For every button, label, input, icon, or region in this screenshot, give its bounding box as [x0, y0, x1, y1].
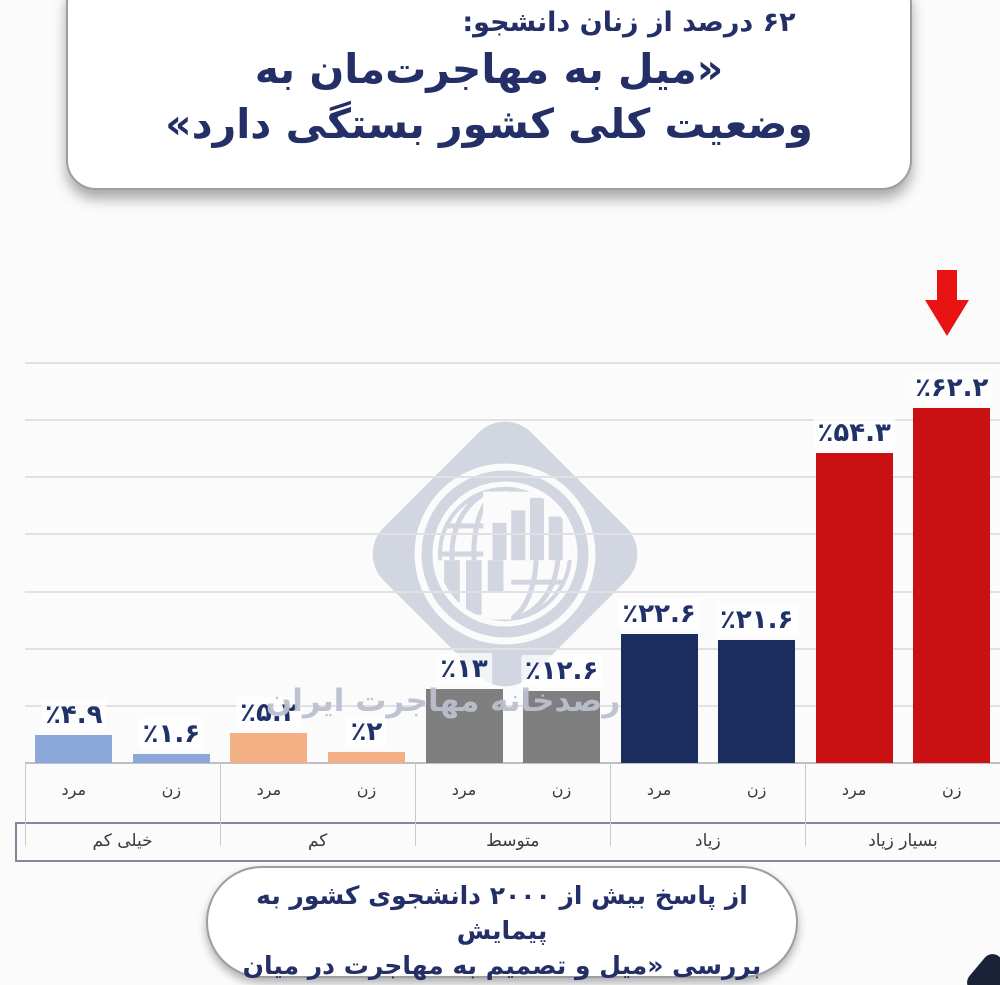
bar-value-label: ٪۵۴.۳ — [813, 417, 895, 449]
group-axis-box — [15, 822, 1000, 862]
group-axis-label: خیلی کم — [92, 831, 153, 851]
gridline — [25, 362, 1000, 364]
bar-value-label: ٪۴.۹ — [41, 699, 107, 731]
bar-value-label: ٪۱۲.۶ — [520, 655, 603, 687]
bar — [718, 640, 796, 763]
source-note-line2: بررسی «میل و تصمیم به مهاجرت در میان ایر… — [242, 951, 762, 980]
headline-quote-line1: «میل به مهاجرت‌مان به — [254, 45, 724, 93]
gender-axis-label: مرد — [61, 780, 87, 799]
x-axis-line — [25, 762, 1000, 764]
bar-value-label: ٪۲۲.۶ — [618, 598, 700, 630]
gridline — [25, 647, 1000, 650]
bar-value-label: ٪۱۳ — [436, 653, 492, 685]
gender-axis-label: مرد — [646, 780, 672, 799]
gender-axis-label: زن — [161, 780, 182, 799]
gender-axis-label: مرد — [451, 780, 477, 799]
highlight-arrow-icon — [925, 270, 969, 336]
headline-quote-line2: وضعیت کلی کشور بستگی دارد» — [165, 100, 813, 148]
bar-value-label: ٪۱.۶ — [138, 718, 205, 750]
bar — [620, 634, 698, 763]
source-note-card: از پاسخ بیش از ۲۰۰۰ دانشجوی کشور به پیما… — [206, 866, 798, 980]
gender-axis-label: مرد — [841, 780, 867, 799]
bar — [35, 735, 113, 763]
observatory-logo-watermark — [372, 421, 638, 687]
gender-axis-label: زن — [551, 780, 572, 799]
headline-kicker: ۶۲ درصد از زنان دانشجو: — [462, 7, 796, 38]
bar — [523, 691, 601, 763]
gridline — [25, 704, 1000, 707]
bar — [815, 453, 893, 763]
gridline — [25, 476, 1000, 479]
bar-value-label: ٪۵.۲ — [236, 697, 302, 729]
group-axis-label: بسیار زیاد — [868, 831, 938, 851]
gender-axis-label: مرد — [256, 780, 282, 799]
gridline — [25, 590, 1000, 593]
watermark-text: رصدخانه مهاجرت ایران — [265, 683, 621, 719]
bar — [230, 733, 308, 763]
gender-axis-label: زن — [356, 780, 377, 799]
group-axis-label: زیاد — [695, 831, 721, 851]
bar — [327, 752, 405, 763]
group-separator — [25, 763, 26, 846]
bar-value-label: ٪۶۲.۲ — [911, 372, 993, 404]
bar-value-label: ٪۲۱.۶ — [715, 604, 798, 636]
gender-axis-label: زن — [942, 780, 962, 799]
gender-axis-label: زن — [746, 780, 767, 799]
gridline — [25, 419, 1000, 422]
group-separator — [415, 763, 417, 846]
bar — [132, 754, 210, 763]
group-separator — [610, 763, 612, 846]
bar-value-label: ٪۲ — [346, 716, 387, 748]
group-separator — [805, 763, 807, 846]
group-axis-label: متوسط — [486, 831, 540, 851]
source-note-line1: از پاسخ بیش از ۲۰۰۰ دانشجوی کشور به پیما… — [256, 881, 748, 945]
headline-card: ۶۲ درصد از زنان دانشجو: «میل به مهاجرت‌م… — [66, 0, 912, 190]
gridline — [25, 533, 1000, 536]
bar — [913, 408, 991, 763]
group-separator — [220, 763, 222, 846]
group-axis-label: کم — [307, 831, 328, 851]
bar — [425, 689, 503, 763]
